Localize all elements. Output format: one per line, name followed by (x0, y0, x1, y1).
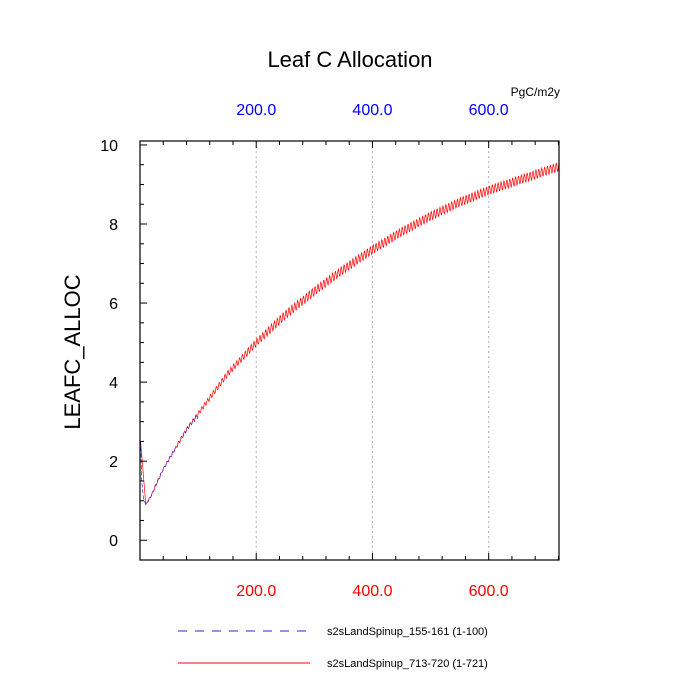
y-tick-label: 8 (109, 217, 118, 234)
chart-title: Leaf C Allocation (267, 47, 432, 72)
y-tick-label: 0 (109, 533, 118, 550)
y-tick-label: 10 (100, 138, 118, 155)
legend-label: s2sLandSpinup_713-720 (1-721) (327, 658, 488, 670)
x-tick-label: 600.0 (469, 583, 509, 600)
series-layer (140, 162, 560, 506)
legend: s2sLandSpinup_155-161 (1-100) s2sLandSpin… (178, 626, 488, 670)
y-tick-label: 2 (109, 454, 118, 471)
x-tick-label-top: 600.0 (469, 102, 509, 119)
ticks: 200.0 200.0 400.0 400.0 600.0 600.0 0 2 4 6 8 10 (100, 102, 559, 600)
series-line (140, 415, 199, 506)
plot-frame (139, 140, 560, 561)
y-axis-label: LEAFC_ALLOC (60, 274, 85, 429)
x-tick-label: 400.0 (352, 583, 392, 600)
y-tick-label: 4 (109, 375, 118, 392)
axes (139, 140, 560, 561)
x-tick-label-top: 400.0 (352, 102, 392, 119)
y-tick-label: 6 (109, 296, 118, 313)
legend-label: s2sLandSpinup_155-161 (1-100) (327, 626, 488, 638)
series-line (140, 162, 560, 506)
x-tick-label: 200.0 (236, 583, 276, 600)
units-label: PgC/m2y (511, 85, 560, 99)
x-tick-label-top: 200.0 (236, 102, 276, 119)
